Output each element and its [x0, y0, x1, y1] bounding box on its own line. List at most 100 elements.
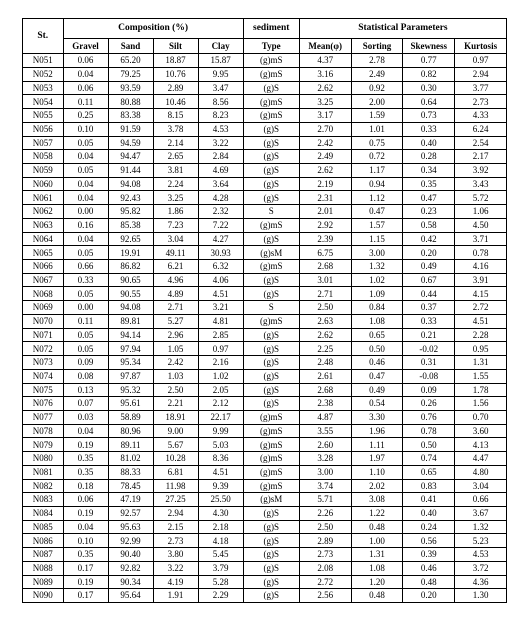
cell: 0.39	[403, 548, 455, 562]
cell: 0.48	[351, 520, 403, 534]
cell: 0.78	[403, 424, 455, 438]
cell: 3.00	[351, 246, 403, 260]
cell: 2.94	[455, 67, 507, 81]
cell: 4.96	[153, 273, 198, 287]
cell: 89.81	[108, 314, 153, 328]
cell: 3.55	[299, 424, 351, 438]
cell: 3.81	[153, 164, 198, 178]
cell: 0.17	[63, 561, 108, 575]
table-row: N0720.0597.941.050.97(g)S2.250.50-0.020.…	[23, 342, 507, 356]
cell: 0.54	[351, 397, 403, 411]
cell: 3.00	[299, 465, 351, 479]
cell: 2.26	[299, 506, 351, 520]
cell: 93.59	[108, 81, 153, 95]
cell: 94.14	[108, 328, 153, 342]
cell: 0.07	[63, 397, 108, 411]
cell: 79.25	[108, 67, 153, 81]
table-row: N0620.0095.821.862.32S2.010.470.231.06	[23, 205, 507, 219]
cell: 2.63	[299, 314, 351, 328]
cell: 0.48	[403, 575, 455, 589]
cell: 0.65	[403, 465, 455, 479]
cell: 0.41	[403, 493, 455, 507]
cell: 0.00	[63, 205, 108, 219]
cell: -0.02	[403, 342, 455, 356]
cell: 2.21	[153, 397, 198, 411]
cell: 3.77	[455, 81, 507, 95]
cell: 95.32	[108, 383, 153, 397]
cell: 2.89	[299, 534, 351, 548]
table-row: N0660.6686.826.216.32(g)mS2.681.320.494.…	[23, 260, 507, 274]
cell: N055	[23, 109, 64, 123]
cell: 0.30	[403, 81, 455, 95]
cell: 1.03	[153, 369, 198, 383]
cell: 2.14	[153, 136, 198, 150]
cell: 1.78	[455, 383, 507, 397]
cell: 3.08	[351, 493, 403, 507]
cell: (g)mS	[243, 95, 299, 109]
cell: 4.51	[198, 465, 243, 479]
cell: 3.01	[299, 273, 351, 287]
cell: 1.32	[455, 520, 507, 534]
cell: 0.33	[63, 273, 108, 287]
cell: 4.53	[455, 548, 507, 562]
cell: (g)S	[243, 520, 299, 534]
cell: N082	[23, 479, 64, 493]
cell: 1.56	[455, 397, 507, 411]
cell: 6.24	[455, 122, 507, 136]
cell: N060	[23, 177, 64, 191]
cell: 0.31	[403, 356, 455, 370]
col-gravel: Gravel	[63, 38, 108, 53]
cell: 95.82	[108, 205, 153, 219]
cell: 0.67	[403, 273, 455, 287]
cell: 0.19	[63, 438, 108, 452]
cell: 4.06	[198, 273, 243, 287]
cell: 3.79	[198, 561, 243, 575]
cell: 3.22	[153, 561, 198, 575]
cell: 0.05	[63, 164, 108, 178]
cell: 3.43	[455, 177, 507, 191]
cell: 94.08	[108, 177, 153, 191]
cell: 4.15	[455, 287, 507, 301]
cell: 2.89	[153, 81, 198, 95]
cell: 0.74	[403, 452, 455, 466]
cell: 1.22	[351, 506, 403, 520]
cell: N090	[23, 589, 64, 603]
cell: (g)mS	[243, 438, 299, 452]
cell: 0.33	[403, 314, 455, 328]
cell: 2.25	[299, 342, 351, 356]
cell: 4.27	[198, 232, 243, 246]
cell: 2.78	[351, 54, 403, 68]
cell: 9.95	[198, 67, 243, 81]
cell: N054	[23, 95, 64, 109]
cell: (g)S	[243, 397, 299, 411]
cell: 65.20	[108, 54, 153, 68]
cell: 2.49	[351, 67, 403, 81]
col-composition: Composition (%)	[63, 19, 243, 39]
cell: 1.10	[351, 465, 403, 479]
cell: 1.15	[351, 232, 403, 246]
cell: 94.59	[108, 136, 153, 150]
cell: 2.38	[299, 397, 351, 411]
table-row: N0560.1091.593.784.53(g)S2.701.010.336.2…	[23, 122, 507, 136]
cell: 2.50	[299, 301, 351, 315]
cell: (g)mS	[243, 410, 299, 424]
cell: 0.56	[403, 534, 455, 548]
table-row: N0600.0494.082.243.64(g)S2.190.940.353.4…	[23, 177, 507, 191]
cell: 4.53	[198, 122, 243, 136]
cell: 2.70	[299, 122, 351, 136]
cell: 11.98	[153, 479, 198, 493]
cell: 95.64	[108, 589, 153, 603]
cell: 4.16	[455, 260, 507, 274]
cell: 8.23	[198, 109, 243, 123]
cell: 0.18	[63, 479, 108, 493]
cell: 1.57	[351, 218, 403, 232]
cell: 2.73	[299, 548, 351, 562]
cell: 4.87	[299, 410, 351, 424]
cell: 2.56	[299, 589, 351, 603]
cell: (g)S	[243, 575, 299, 589]
cell: 3.74	[299, 479, 351, 493]
cell: 0.03	[63, 410, 108, 424]
cell: 4.50	[455, 218, 507, 232]
cell: 9.39	[198, 479, 243, 493]
cell: 0.50	[351, 342, 403, 356]
